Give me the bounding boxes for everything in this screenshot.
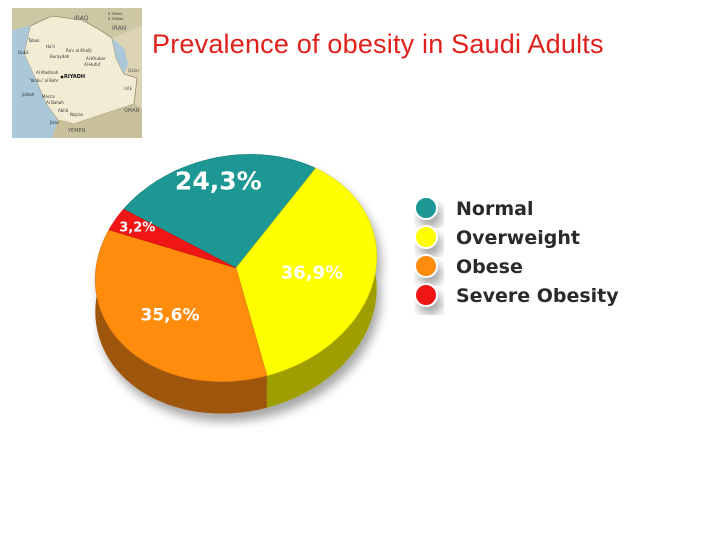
map-red-sea bbox=[12, 26, 58, 138]
map-persian-gulf bbox=[112, 38, 128, 74]
map-label-almadinah: Al Madinah bbox=[36, 70, 59, 75]
pie-slice-obese bbox=[94, 229, 268, 382]
map-yemen-region bbox=[52, 104, 142, 138]
map-label-duba: Dubā bbox=[18, 50, 29, 55]
map-label-jizan: Jizan bbox=[49, 120, 60, 125]
map-label-riyadh: RIYADH bbox=[64, 74, 85, 80]
map-label-jiddah: Jiddah bbox=[21, 92, 35, 97]
map-label-hail: Ha'il bbox=[46, 44, 55, 49]
pie-slice-overweight bbox=[235, 167, 378, 377]
map-capital-dot bbox=[60, 75, 64, 79]
map-label-albahah: Al Bahah bbox=[46, 100, 64, 105]
legend-item-normal: Normal bbox=[414, 196, 536, 223]
legend-swatch-normal bbox=[414, 196, 438, 220]
map-label-alkhubar: Al-Khubar bbox=[86, 56, 106, 61]
data-label-normal: 24,3% bbox=[175, 166, 262, 195]
pie-side-obese bbox=[95, 229, 267, 414]
data-label-severe-obesity: 3,2% bbox=[119, 221, 155, 236]
pie-side-overweight bbox=[266, 168, 377, 408]
pie-slice-normal bbox=[123, 154, 317, 269]
map-label-najran: Najran bbox=[70, 112, 84, 117]
legend-label-overweight: Overweight bbox=[456, 227, 580, 249]
map-north-region bbox=[12, 8, 142, 38]
pie-body bbox=[94, 154, 378, 414]
map-label-mecca: Mecca bbox=[42, 94, 55, 99]
map-label-buraydah: Buraydah bbox=[50, 54, 70, 59]
map-label-uae: UAE bbox=[124, 86, 133, 91]
legend-item-overweight: Overweight bbox=[414, 225, 582, 252]
map-label-yemen: YEMEN bbox=[67, 128, 86, 134]
map-scale-km: 0 300km bbox=[108, 17, 124, 21]
map-label-qatar: Qatar bbox=[128, 68, 140, 73]
map-label-rasalkhafji: Ra's al Khafji bbox=[66, 48, 92, 53]
slide-title: Prevalence of obesity in Saudi Adults bbox=[152, 29, 604, 59]
map-label-yanbu: Yanbu' al Bahr bbox=[29, 78, 59, 83]
legend-item-obese: Obese bbox=[414, 254, 525, 281]
map-label-alhufuf: Al-Hufuf bbox=[84, 62, 101, 67]
map-label-tabuk: Tabuk bbox=[27, 38, 40, 43]
map-label-iraq: IRAQ bbox=[74, 15, 89, 22]
legend-label-obese: Obese bbox=[456, 256, 523, 278]
saudi-arabia-map: IRAQ IRAN Tabuk Ha'il Ra's al Khafji Dub… bbox=[12, 8, 142, 138]
data-label-obese: 35,6% bbox=[141, 306, 200, 326]
legend-item-severe-obesity: Severe Obesity bbox=[414, 283, 622, 310]
legend-swatch-obese bbox=[414, 254, 438, 278]
legend-swatch-severe-obesity bbox=[414, 283, 438, 307]
data-label-overweight: 36,9% bbox=[281, 263, 343, 284]
map-scale-miles: 0 300mi bbox=[108, 12, 122, 16]
map-label-iran: IRAN bbox=[112, 25, 126, 32]
map-label-abha: Abhā bbox=[58, 108, 69, 113]
legend-label-severe-obesity: Severe Obesity bbox=[456, 285, 619, 307]
legend-swatch-overweight bbox=[414, 225, 438, 249]
map-label-oman: OMAN bbox=[124, 108, 140, 114]
legend-label-normal: Normal bbox=[456, 198, 533, 220]
pie-slice-severe-obesity bbox=[108, 208, 237, 269]
